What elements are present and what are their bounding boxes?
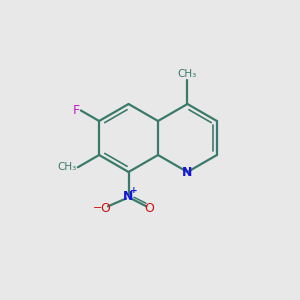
Text: CH₃: CH₃	[58, 162, 77, 172]
Text: F: F	[73, 104, 80, 117]
Text: O: O	[144, 202, 154, 215]
Text: −: −	[93, 203, 103, 213]
Text: N: N	[123, 190, 134, 203]
Text: N: N	[182, 166, 193, 178]
Text: +: +	[130, 187, 138, 196]
Text: CH₃: CH₃	[178, 69, 197, 79]
Text: O: O	[100, 202, 110, 215]
